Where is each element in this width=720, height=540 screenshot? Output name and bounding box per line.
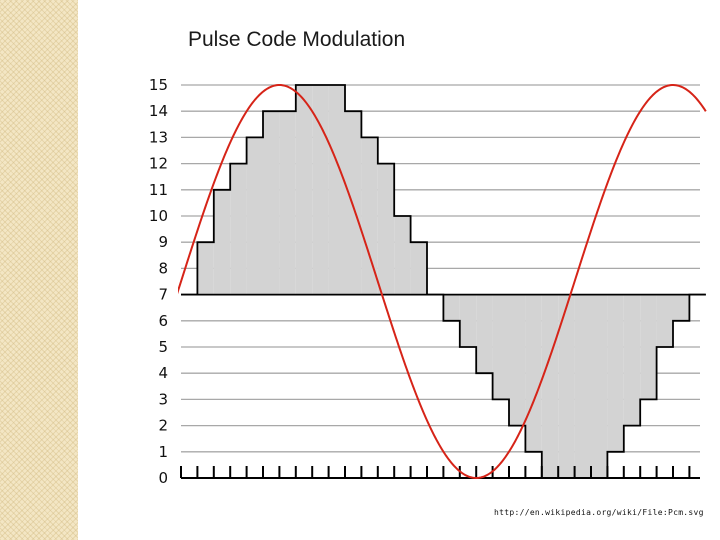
sample-bar (312, 85, 329, 295)
y-tick-label: 7 (158, 286, 168, 304)
y-tick-label: 1 (158, 443, 168, 461)
sample-bar (443, 294, 460, 321)
y-tick-label: 14 (149, 102, 168, 120)
y-tick-label: 8 (158, 259, 168, 277)
y-tick-label: 13 (149, 128, 168, 146)
quantized-step-line (181, 84, 706, 479)
sample-bar (574, 294, 591, 478)
sample-bar (673, 294, 690, 321)
sample-bar (246, 137, 263, 295)
sample-bar (263, 111, 280, 295)
sample-bar (525, 294, 542, 452)
y-tick-label: 10 (149, 207, 168, 225)
y-tick-label: 5 (158, 338, 168, 356)
y-tick-label: 2 (158, 417, 168, 435)
sample-bar (656, 294, 673, 347)
sample-bar (410, 242, 427, 295)
slide-title: Pulse Code Modulation (188, 28, 406, 51)
decorative-side-band (0, 0, 78, 540)
y-tick-label: 0 (158, 469, 168, 487)
sample-bar (361, 137, 378, 295)
sample-bar (394, 216, 411, 295)
y-tick-label: 15 (149, 76, 168, 94)
y-tick-label: 11 (149, 181, 168, 199)
sample-bar (213, 189, 231, 295)
sample-bar (197, 242, 214, 295)
sample-bar (230, 163, 247, 295)
sample-bar (623, 294, 641, 426)
y-tick-label: 3 (158, 390, 168, 408)
sample-bar (476, 294, 493, 374)
analog-signal-curve (178, 83, 707, 480)
sample-bar (377, 163, 395, 295)
sample-bar (279, 111, 296, 295)
y-tick-label: 6 (158, 312, 168, 330)
sample-bar (492, 294, 509, 400)
sample-bar (607, 294, 624, 452)
y-tick-label: 4 (158, 364, 168, 382)
sample-bar (640, 294, 657, 400)
sample-bar (541, 294, 559, 478)
sample-bar (591, 294, 608, 478)
sample-bar (558, 294, 575, 478)
sample-bar (459, 294, 477, 347)
sample-bar (345, 111, 362, 295)
sample-bar (509, 294, 526, 426)
y-tick-label: 12 (149, 155, 168, 173)
sample-bar (295, 85, 313, 295)
y-tick-label: 9 (158, 233, 168, 251)
sample-bar (328, 85, 345, 295)
source-note: http://en.wikipedia.org/wiki/File:Pcm.sv… (494, 508, 704, 517)
